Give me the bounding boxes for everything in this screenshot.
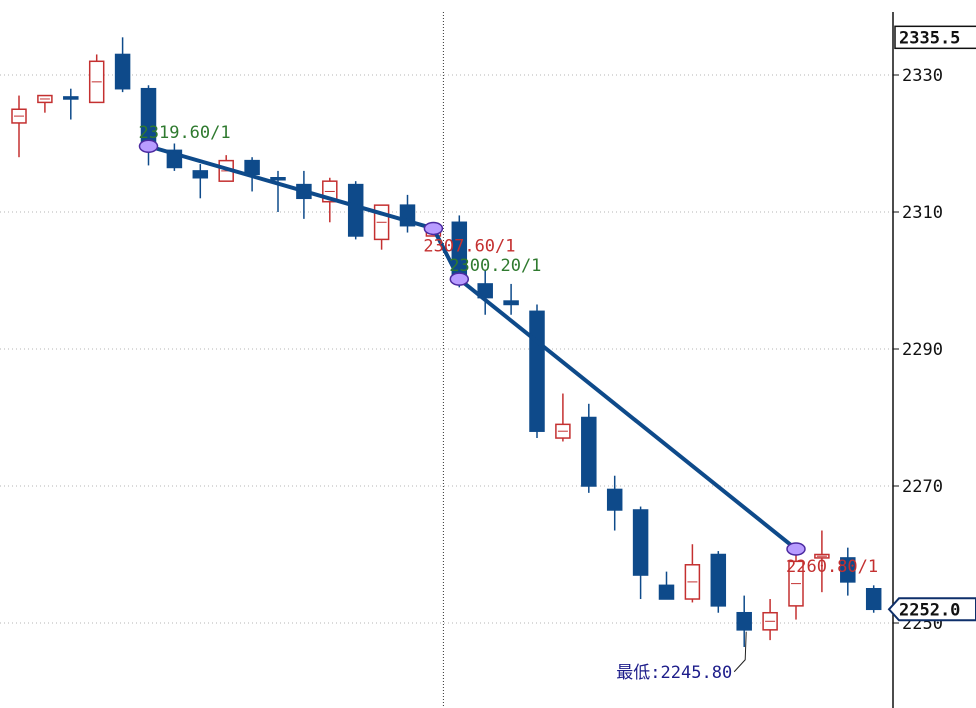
trend-point-label: 2300.20/1: [449, 256, 541, 276]
trend-point-label: 2319.60/1: [139, 123, 231, 143]
candle-body: [710, 553, 727, 607]
trend-point-label: 2307.60/1: [423, 236, 515, 256]
trend-layer: [138, 139, 806, 556]
axis-tick-label: 2330: [902, 66, 943, 86]
grid-layer: [0, 74, 893, 624]
candle-body: [270, 177, 286, 181]
candle-down: [114, 37, 131, 93]
candle-up: [684, 544, 701, 603]
trend-line: [457, 277, 798, 552]
candle-body: [244, 159, 260, 176]
candle-up: [37, 94, 53, 113]
candle-up: [814, 530, 830, 593]
trend-point-marker: [786, 542, 806, 556]
candle-up: [555, 393, 571, 442]
candle-up: [788, 549, 804, 620]
axis-tick-label: 2290: [902, 340, 943, 360]
badge-frame: [894, 25, 976, 50]
candle-down: [658, 571, 675, 600]
candle-down: [63, 88, 79, 120]
trend-point-marker: [423, 221, 444, 236]
candle-down: [606, 475, 623, 531]
candle-body: [347, 183, 364, 237]
current-price-badge: 2252.0: [887, 597, 976, 622]
candle-down: [503, 283, 519, 315]
low-price-label: 最低:2245.80: [616, 663, 732, 683]
candle-up: [11, 95, 27, 158]
candle-down: [399, 194, 416, 233]
candle-down: [632, 506, 649, 600]
trend-line: [146, 144, 436, 231]
candle-body: [606, 488, 623, 511]
candle-up: [762, 599, 778, 641]
candle-layer: [11, 37, 882, 647]
candle-up: [88, 54, 105, 104]
low-label-connector: [733, 631, 747, 673]
candle-body: [658, 584, 675, 600]
candle-body: [529, 310, 545, 432]
badge-label: 2252.0: [899, 600, 960, 620]
candle-down: [477, 270, 493, 315]
badge-label: 2335.5: [899, 28, 960, 48]
candle-down: [529, 304, 545, 439]
trend-point-marker: [449, 272, 470, 286]
candle-down: [192, 164, 209, 199]
candle-body: [632, 509, 649, 576]
candle-body: [192, 170, 209, 179]
candle-down: [347, 181, 364, 240]
trend-point-label: 2260.80/1: [786, 557, 878, 577]
high-price-badge: 2335.5: [894, 25, 976, 50]
candle-body: [736, 611, 752, 631]
candle-body: [865, 588, 882, 611]
axis-tick-label: 2310: [902, 203, 943, 223]
badge-frame: [887, 597, 976, 622]
axis-tick-label: 2270: [902, 477, 943, 497]
candle-down: [270, 170, 286, 212]
candle-body: [581, 416, 597, 487]
trend-line: [431, 226, 462, 282]
candle-down: [710, 551, 727, 613]
candle-down: [865, 585, 882, 613]
candle-down: [581, 403, 597, 493]
candle-body: [114, 53, 131, 90]
candle-down: [840, 547, 856, 596]
candle-down: [736, 595, 752, 647]
candle-body: [503, 300, 519, 306]
candle-body: [63, 96, 79, 100]
trend-point-marker: [138, 139, 159, 153]
candle-body: [840, 557, 856, 583]
